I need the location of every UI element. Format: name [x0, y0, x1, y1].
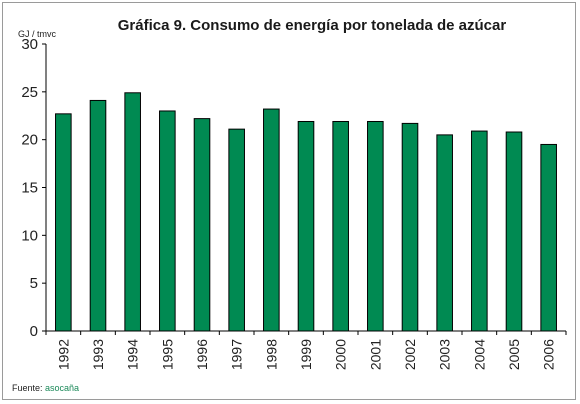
chart-title: Gráfica 9. Consumo de energía por tonela…	[118, 17, 507, 34]
x-ticks-group: 1992 1993 1994 1995 1996 1997 1998 1999 2000 2001…	[45, 331, 567, 370]
x-tick-label-2002: 2002	[402, 339, 418, 370]
bar-2006	[540, 143, 557, 332]
x-tick-label-2001: 2001	[367, 339, 383, 370]
x-tick-label-2004: 2004	[471, 339, 487, 370]
y-tick-label: 10	[21, 227, 38, 244]
y-tick-label: 25	[21, 84, 38, 101]
y-tick-label: 30	[21, 36, 38, 53]
y-tick-label: 15	[21, 180, 38, 197]
x-tick-label-1997: 1997	[229, 339, 245, 370]
x-tick-label-2003: 2003	[437, 339, 453, 370]
bar-1997	[228, 128, 245, 332]
x-tick-label-2000: 2000	[333, 339, 349, 370]
bar-1993	[89, 99, 107, 332]
bar-2004	[471, 130, 488, 332]
y-ticks-group: 0 5 10 15 20 25 30	[21, 36, 46, 340]
x-tick-label-1994: 1994	[125, 339, 141, 370]
x-tick-label-2006: 2006	[541, 339, 557, 370]
source-prefix: Fuente:	[12, 383, 45, 393]
y-tick-label: 0	[30, 323, 38, 340]
bar-2001	[367, 120, 384, 332]
x-tick-label-1993: 1993	[90, 339, 106, 370]
bar-2000	[332, 120, 349, 332]
x-tick-label-1995: 1995	[159, 339, 175, 370]
source-name: asocaña	[45, 383, 79, 393]
bar-1999	[297, 120, 315, 332]
bar-1998	[263, 108, 280, 332]
bar-2002	[401, 122, 419, 332]
bars-group	[55, 92, 557, 332]
bar-1992	[55, 113, 72, 332]
x-tick-label-1999: 1999	[298, 339, 314, 370]
source-note: Fuente: asocaña	[12, 383, 79, 393]
bar-1996	[193, 118, 211, 332]
y-tick-label: 5	[30, 275, 38, 292]
bar-1995	[159, 110, 176, 332]
bar-2003	[436, 134, 453, 332]
x-tick-label-1996: 1996	[194, 339, 210, 370]
x-tick-label-1998: 1998	[263, 339, 279, 370]
y-axis-unit-label: GJ / tmvc	[18, 29, 56, 39]
y-tick-label: 20	[21, 132, 38, 149]
bar-2005	[505, 131, 523, 332]
bar-1994	[124, 92, 141, 332]
x-tick-label-1992: 1992	[55, 339, 71, 370]
x-tick-label-2005: 2005	[506, 339, 522, 370]
